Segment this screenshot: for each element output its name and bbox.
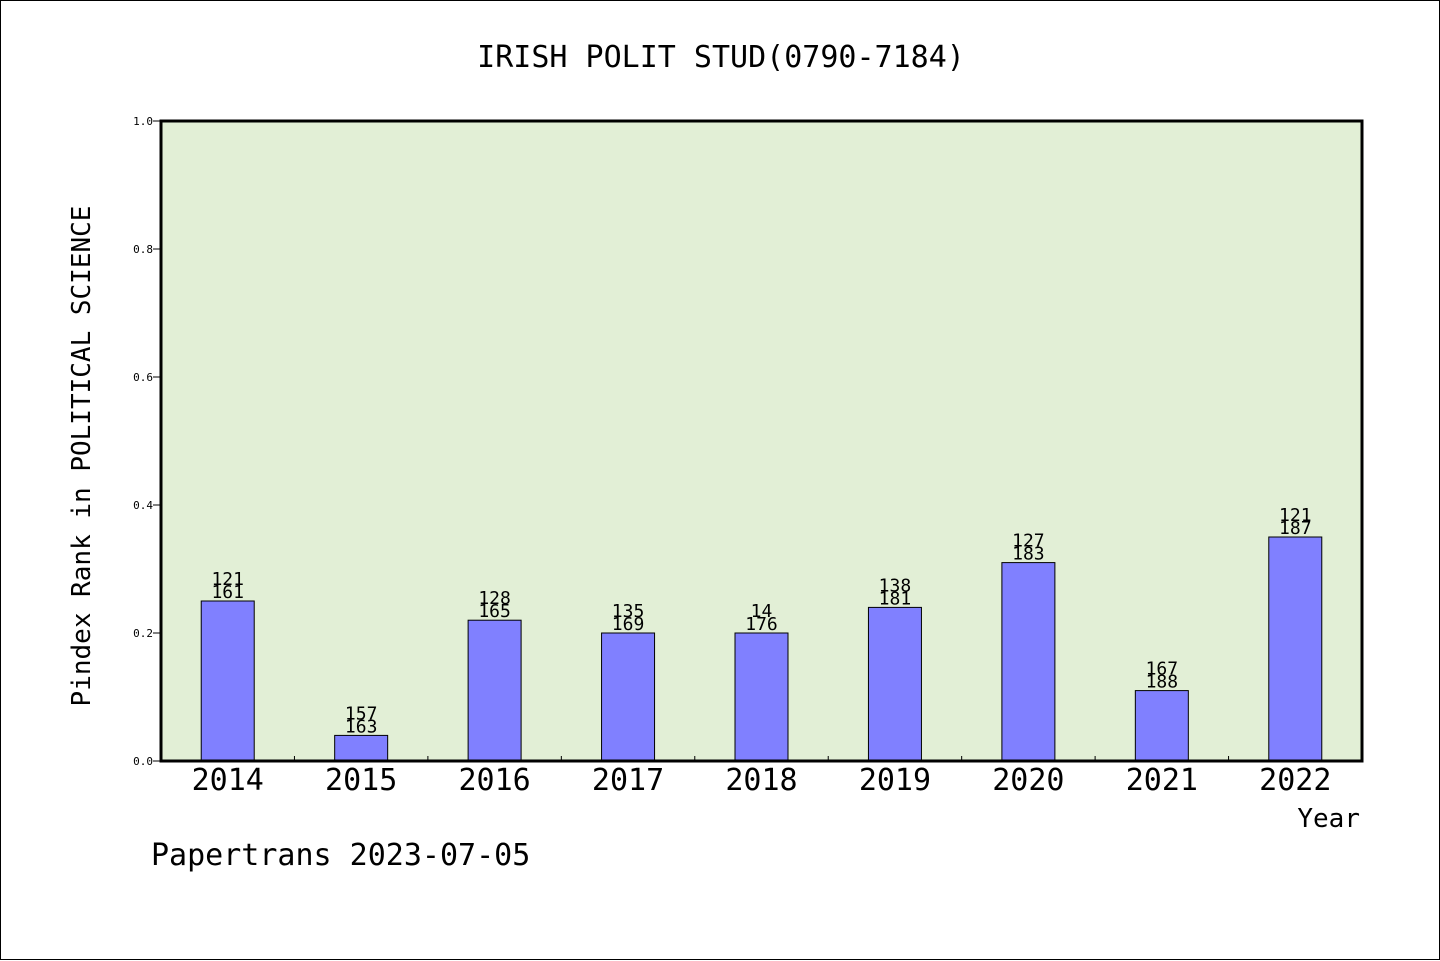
- bar-rank-label: 138: [879, 575, 912, 596]
- bar-total-label: 169: [612, 614, 645, 635]
- bar-total-label: 163: [345, 716, 378, 737]
- bar-rank-label: 167: [1146, 659, 1179, 680]
- bar-total-label: 176: [745, 614, 778, 635]
- bar-rank-label: 121: [1279, 505, 1312, 526]
- bar-total-label: 188: [1146, 672, 1179, 693]
- bar-2014: [200, 600, 255, 762]
- y-axis-label: Pindex Rank in POLITICAL SCIENCE: [67, 206, 97, 707]
- bar-total-label: 161: [211, 582, 244, 603]
- y-tick-label: 0.4: [133, 499, 153, 512]
- chart-title: IRISH POLIT STUD(0790-7184): [477, 40, 965, 75]
- x-axis-label: Year: [1297, 804, 1360, 834]
- x-tick-label: 2016: [458, 763, 530, 798]
- bar-2020: [1001, 562, 1056, 762]
- y-axis-ticks: 0.0 0.2 0.4 0.6 0.8 1.0: [133, 115, 161, 768]
- bar-total-label: 183: [1012, 544, 1045, 565]
- y-tick-label: 0.2: [133, 627, 153, 640]
- x-tick-label: 2018: [725, 763, 797, 798]
- x-tick-label: 2020: [992, 763, 1064, 798]
- bar-total-label: 165: [478, 601, 511, 622]
- x-tick-label: 2019: [859, 763, 931, 798]
- x-axis-ticks: 2014 2015 2016 2017 2018 2019 2020 2021 2022: [192, 756, 1331, 798]
- plot-border: [159, 119, 1364, 763]
- bar-2016: [467, 619, 522, 762]
- bar-rank-label: 135: [612, 601, 645, 622]
- bar-rank-label: 128: [478, 588, 511, 609]
- y-tick-label: 1.0: [133, 115, 153, 128]
- bar-total-label: 181: [879, 588, 912, 609]
- footer-credit: Papertrans 2023-07-05: [151, 838, 530, 873]
- x-tick-label: 2022: [1259, 763, 1331, 798]
- x-tick-label: 2021: [1126, 763, 1198, 798]
- bar-rank-label: 127: [1012, 531, 1045, 552]
- bar-rank-label: 121: [211, 569, 244, 590]
- x-tick-label: 2017: [592, 763, 664, 798]
- bar-rank-label: 157: [345, 703, 378, 724]
- x-tick-label: 2014: [192, 763, 264, 798]
- y-tick-label: 0.8: [133, 243, 153, 256]
- bar-total-label: 187: [1279, 518, 1312, 539]
- bar-rank-label: 14: [751, 601, 773, 622]
- bar-2018: [734, 632, 789, 762]
- bar-2019: [867, 606, 922, 762]
- x-tick-label: 2015: [325, 763, 397, 798]
- y-tick-label: 0.6: [133, 371, 153, 384]
- bar-2017: [601, 632, 656, 762]
- y-tick-label: 0.0: [133, 755, 153, 768]
- bar-2015: [334, 734, 389, 762]
- bar-2021: [1134, 690, 1189, 762]
- bar-2022: [1268, 536, 1323, 762]
